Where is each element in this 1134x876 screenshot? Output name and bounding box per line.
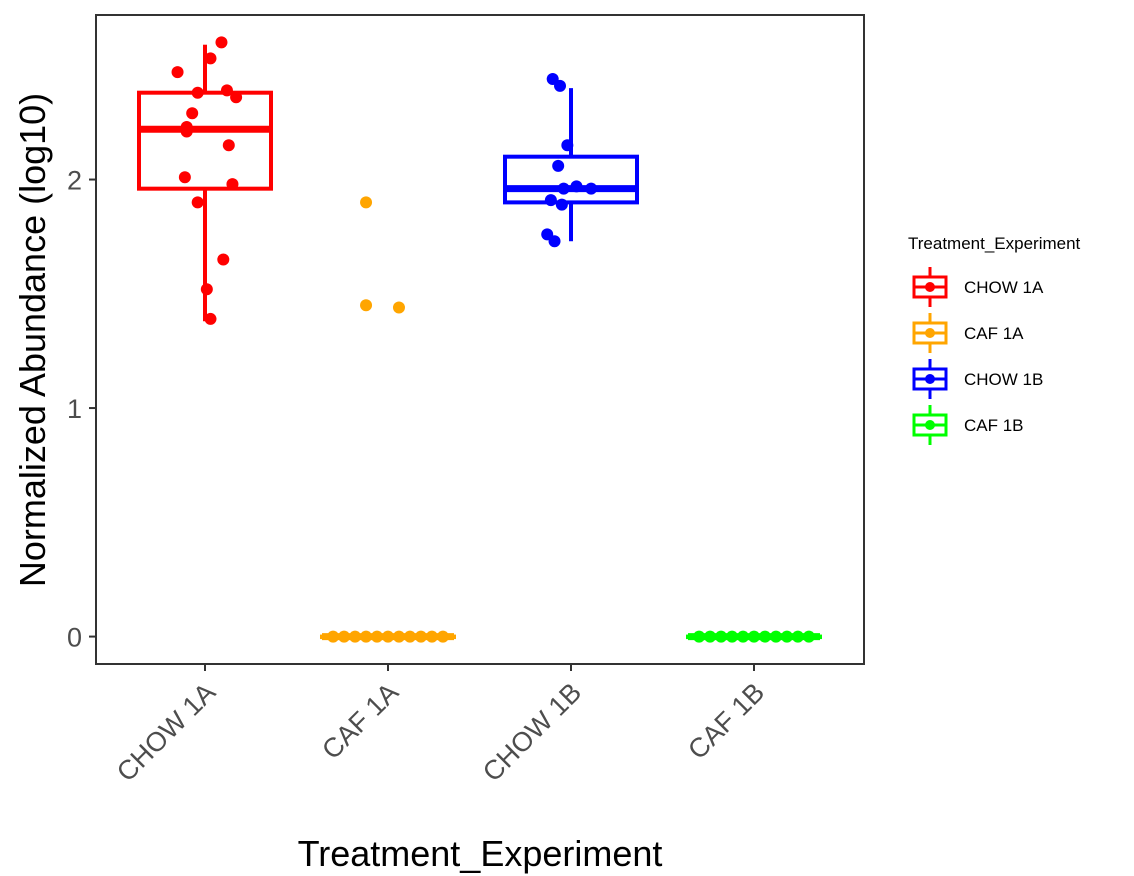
box-chow-1b <box>503 88 639 242</box>
y-tick-label: 0 <box>67 623 82 653</box>
data-point <box>436 630 449 643</box>
legend-key <box>912 267 948 307</box>
legend-title: Treatment_Experiment <box>908 234 1081 253</box>
data-point <box>425 630 438 643</box>
data-point <box>561 139 574 152</box>
data-point <box>382 630 394 643</box>
data-point <box>726 630 739 643</box>
data-point <box>230 91 243 104</box>
data-point <box>204 52 217 65</box>
data-point <box>360 196 373 209</box>
data-point <box>704 630 717 643</box>
data-points <box>171 36 815 643</box>
data-point <box>191 196 204 209</box>
box-iqr <box>503 154 639 205</box>
data-point <box>548 235 561 248</box>
x-axis: CHOW 1A CAF 1A CHOW 1B CAF 1B <box>111 664 770 787</box>
y-axis: 0 1 2 <box>67 166 96 653</box>
y-tick-label: 2 <box>67 166 82 196</box>
data-point <box>392 630 405 643</box>
legend-label: CHOW 1B <box>964 370 1043 389</box>
data-point <box>585 182 598 195</box>
x-tick-label: CHOW 1B <box>477 677 587 787</box>
legend-key-point <box>925 328 935 338</box>
data-point <box>338 630 351 643</box>
data-point <box>200 283 213 296</box>
data-point <box>737 630 750 643</box>
data-point <box>414 630 427 643</box>
data-point <box>186 107 199 120</box>
data-point <box>554 79 567 92</box>
legend-label: CAF 1B <box>964 416 1024 435</box>
data-point <box>349 630 362 643</box>
x-tick-label: CAF 1B <box>682 677 770 765</box>
data-point <box>180 125 193 138</box>
x-tick-label: CHOW 1A <box>111 677 221 787</box>
data-point <box>360 299 373 312</box>
data-point <box>220 84 233 97</box>
data-point <box>222 139 235 152</box>
legend-key <box>912 405 948 445</box>
data-point <box>570 180 583 193</box>
data-point <box>693 630 706 643</box>
data-point <box>769 630 782 643</box>
data-point <box>191 86 204 99</box>
legend-key-point <box>925 374 935 384</box>
x-axis-title: Treatment_Experiment <box>298 833 663 874</box>
data-point <box>758 630 771 643</box>
data-point <box>360 630 373 643</box>
data-point <box>715 630 728 643</box>
data-point <box>204 312 217 325</box>
data-point <box>544 194 557 207</box>
legend-key <box>912 359 948 399</box>
data-point <box>552 159 565 172</box>
legend-label: CHOW 1A <box>964 278 1044 297</box>
data-point <box>217 253 230 266</box>
data-point <box>215 36 228 49</box>
legend: Treatment_Experiment CHOW 1A CAF 1A CHOW 1… <box>908 234 1081 445</box>
data-point <box>171 66 184 79</box>
data-point <box>392 301 405 314</box>
data-point <box>403 630 416 643</box>
box-iqr <box>137 90 273 191</box>
legend-key <box>912 313 948 353</box>
legend-key-point <box>925 420 935 430</box>
box-chow-1a <box>137 44 273 322</box>
x-tick-label: CAF 1A <box>316 677 404 765</box>
y-tick-label: 1 <box>67 394 82 424</box>
data-point <box>802 630 815 643</box>
data-point <box>226 178 239 191</box>
data-point <box>791 630 804 643</box>
legend-key-point <box>925 282 935 292</box>
data-point <box>748 630 760 643</box>
legend-label: CAF 1A <box>964 324 1024 343</box>
data-point <box>371 630 384 643</box>
data-point <box>555 198 568 211</box>
data-point <box>327 630 340 643</box>
data-point <box>557 182 570 195</box>
y-axis-title: Normalized Abundance (log10) <box>12 93 53 587</box>
data-point <box>780 630 793 643</box>
data-point <box>178 171 191 184</box>
